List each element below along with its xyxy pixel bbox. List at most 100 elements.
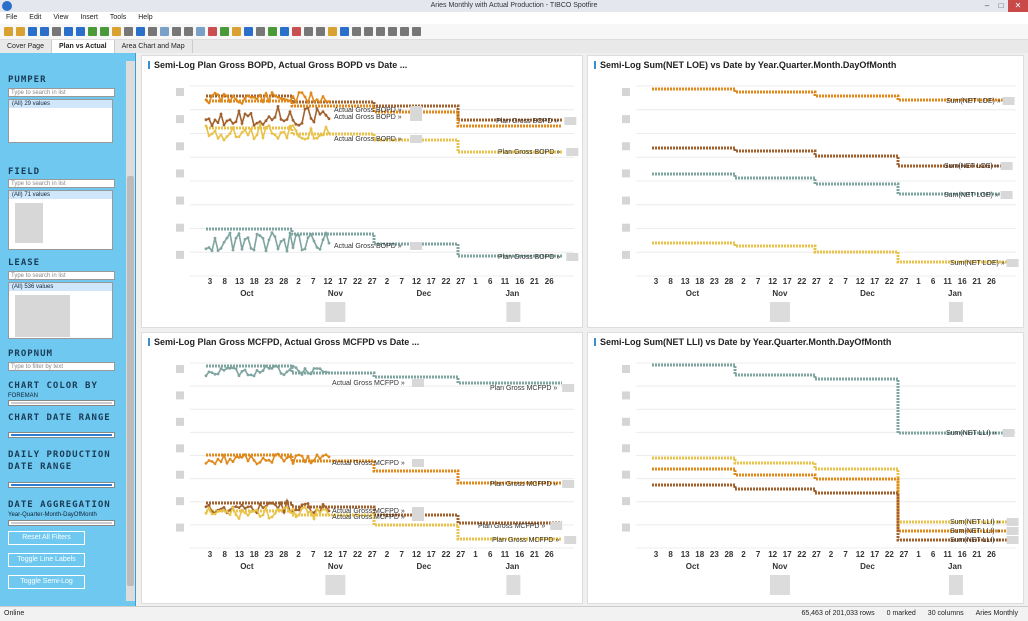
toolbar-tool-icon[interactable]	[28, 27, 37, 36]
chart-bopd-plot[interactable]: 3 8 13 18 23 28 2 7 12 17 22 27 2 7 12 17 22 27 1 6 11 16 21 26…	[142, 56, 584, 329]
toggle-line-labels-button[interactable]: Toggle Line Labels	[8, 553, 85, 567]
close-button[interactable]: ✕	[1008, 0, 1028, 12]
actual-mcfpd-brown-point	[207, 503, 211, 507]
lease-search-input[interactable]: Type to search in list	[8, 271, 115, 280]
menu-insert[interactable]: Insert	[80, 14, 98, 21]
toolbar-tool-icon[interactable]	[184, 27, 193, 36]
x-tick-label: 22	[353, 277, 362, 286]
pumper-list[interactable]: (All) 29 values	[8, 99, 113, 143]
toolbar-tool-icon[interactable]	[328, 27, 337, 36]
maximize-button[interactable]: □	[998, 1, 1004, 10]
reset-all-filters-button[interactable]: Reset All Filters	[8, 531, 85, 545]
toolbar-tool-icon[interactable]	[124, 27, 133, 36]
tab-area-chart-and-map[interactable]: Area Chart and Map	[115, 40, 193, 53]
menu-edit[interactable]: Edit	[29, 14, 42, 21]
toolbar-tool-icon[interactable]	[292, 27, 301, 36]
actual-bopd-gold-point	[315, 136, 319, 140]
actual-mcfpd-gold-point	[267, 516, 271, 520]
actual-mcfpd-orange-point	[282, 459, 286, 463]
daily-production-slider[interactable]	[8, 482, 115, 488]
actual-mcfpd-gold-point	[285, 505, 289, 509]
toolbar-tool-icon[interactable]	[172, 27, 181, 36]
toolbar-tool-icon[interactable]	[196, 27, 205, 36]
chart-color-slider[interactable]	[8, 400, 115, 406]
toolbar-tool-icon[interactable]	[76, 27, 85, 36]
date-aggregation-slider[interactable]	[8, 520, 115, 526]
tab-plan-vs-actual[interactable]: Plan vs Actual	[51, 40, 115, 53]
toolbar-tool-icon[interactable]	[220, 27, 229, 36]
toolbar-tool-icon[interactable]	[52, 27, 61, 36]
chart-date-range-slider[interactable]	[8, 432, 115, 438]
chart-net-lli[interactable]: Semi-Log Sum(NET LLI) vs Date by Year.Qu…	[587, 332, 1024, 604]
filter-scrollbar[interactable]	[126, 61, 135, 601]
toolbar-tool-icon[interactable]	[40, 27, 49, 36]
actual-mcfpd-orange-point	[270, 461, 274, 464]
toolbar-tool-icon[interactable]	[136, 27, 145, 36]
actual-bopd-teal-point	[303, 247, 307, 251]
toolbar-tool-icon[interactable]	[412, 27, 421, 36]
chart-net-loe-plot[interactable]: 3 8 13 18 23 28 2 7 12 17 22 27 2 7 12 17 22 27 1 6 11 16 21 26…	[588, 56, 1025, 329]
chart-mcfpd-plot[interactable]: 3 8 13 18 23 28 2 7 12 17 22 27 2 7 12 17 22 27 1 6 11 16 21 26…	[142, 333, 584, 605]
chart-mcfpd[interactable]: Semi-Log Plan Gross MCFPD, Actual Gross …	[141, 332, 583, 604]
toolbar-tool-icon[interactable]	[256, 27, 265, 36]
actual-mcfpd-orange-point	[279, 455, 283, 459]
minimize-button[interactable]: –	[984, 1, 990, 10]
actual-bopd-gold-point	[282, 130, 286, 134]
toolbar-tool-icon[interactable]	[100, 27, 109, 36]
toolbar-tool-icon[interactable]	[4, 27, 13, 36]
menu-file[interactable]: File	[6, 14, 18, 21]
chart-net-loe[interactable]: Semi-Log Sum(NET LOE) vs Date by Year.Qu…	[587, 55, 1024, 328]
toolbar-tool-icon[interactable]	[16, 27, 25, 36]
toolbar-tool-icon[interactable]	[364, 27, 373, 36]
toolbar-tool-icon[interactable]	[268, 27, 277, 36]
pumper-search-input[interactable]: Type to search in list	[8, 88, 115, 97]
toolbar-tool-icon[interactable]	[148, 27, 157, 36]
actual-mcfpd-teal-point	[300, 373, 304, 376]
plan-bopd-teal-line	[206, 227, 562, 258]
x-tick-label: 26	[545, 550, 554, 559]
field-list[interactable]: (All) 71 values	[8, 190, 113, 250]
tab-cover-page[interactable]: Cover Page	[0, 40, 52, 53]
toolbar-tool-icon[interactable]	[208, 27, 217, 36]
actual-mcfpd-orange-point	[207, 459, 211, 462]
menu-help[interactable]: Help	[138, 14, 153, 21]
daily-production-label-2: DATE RANGE	[8, 462, 73, 472]
x-tick-label: 21	[530, 550, 539, 559]
actual-bopd-gold-point	[219, 133, 223, 137]
toolbar-tool-icon[interactable]	[376, 27, 385, 36]
toolbar-tool-icon[interactable]	[340, 27, 349, 36]
actual-bopd-brown-point	[237, 109, 241, 113]
actual-bopd-teal-point	[219, 247, 223, 250]
actual-mcfpd-orange-point	[261, 456, 265, 460]
toolbar-tool-icon[interactable]	[304, 27, 313, 36]
toggle-semi-log-button[interactable]: Toggle Semi-Log	[8, 575, 85, 589]
x-tick-label: 26	[987, 550, 996, 559]
toolbar-tool-icon[interactable]	[400, 27, 409, 36]
pumper-all-values[interactable]: (All) 29 values	[9, 100, 112, 108]
menu-view[interactable]: View	[53, 14, 69, 21]
actual-mcfpd-brown-point	[222, 506, 226, 509]
field-all-values[interactable]: (All) 71 values	[9, 191, 112, 199]
toolbar-tool-icon[interactable]	[64, 27, 73, 36]
toolbar-tool-icon[interactable]	[232, 27, 241, 36]
propnum-filter-input[interactable]: Type to filter by text	[8, 362, 115, 371]
toolbar-tool-icon[interactable]	[244, 27, 253, 36]
menu-tools[interactable]: Tools	[109, 14, 127, 21]
chart-net-lli-plot[interactable]: 3 8 13 18 23 28 2 7 12 17 22 27 2 7 12 17 22 27 1 6 11 16 21 26…	[588, 333, 1025, 605]
lease-all-values[interactable]: (All) 536 values	[9, 283, 112, 291]
field-search-input[interactable]: Type to search in list	[8, 179, 115, 188]
x-month-label: Jan	[948, 562, 962, 571]
toolbar-tool-icon[interactable]	[160, 27, 169, 36]
toolbar-tool-icon[interactable]	[352, 27, 361, 36]
actual-bopd-orange-point	[222, 92, 226, 96]
toolbar-tool-icon[interactable]	[388, 27, 397, 36]
x-tick-label: 2	[829, 277, 834, 286]
toolbar-tool-icon[interactable]	[88, 27, 97, 36]
toolbar-tool-icon[interactable]	[280, 27, 289, 36]
toolbar-tool-icon[interactable]	[316, 27, 325, 36]
x-tick-label: 27	[456, 277, 465, 286]
lease-list[interactable]: (All) 536 values	[8, 282, 113, 339]
actual-mcfpd-teal-point	[228, 366, 232, 370]
chart-bopd[interactable]: Semi-Log Plan Gross BOPD, Actual Gross B…	[141, 55, 583, 328]
toolbar-tool-icon[interactable]	[112, 27, 121, 36]
